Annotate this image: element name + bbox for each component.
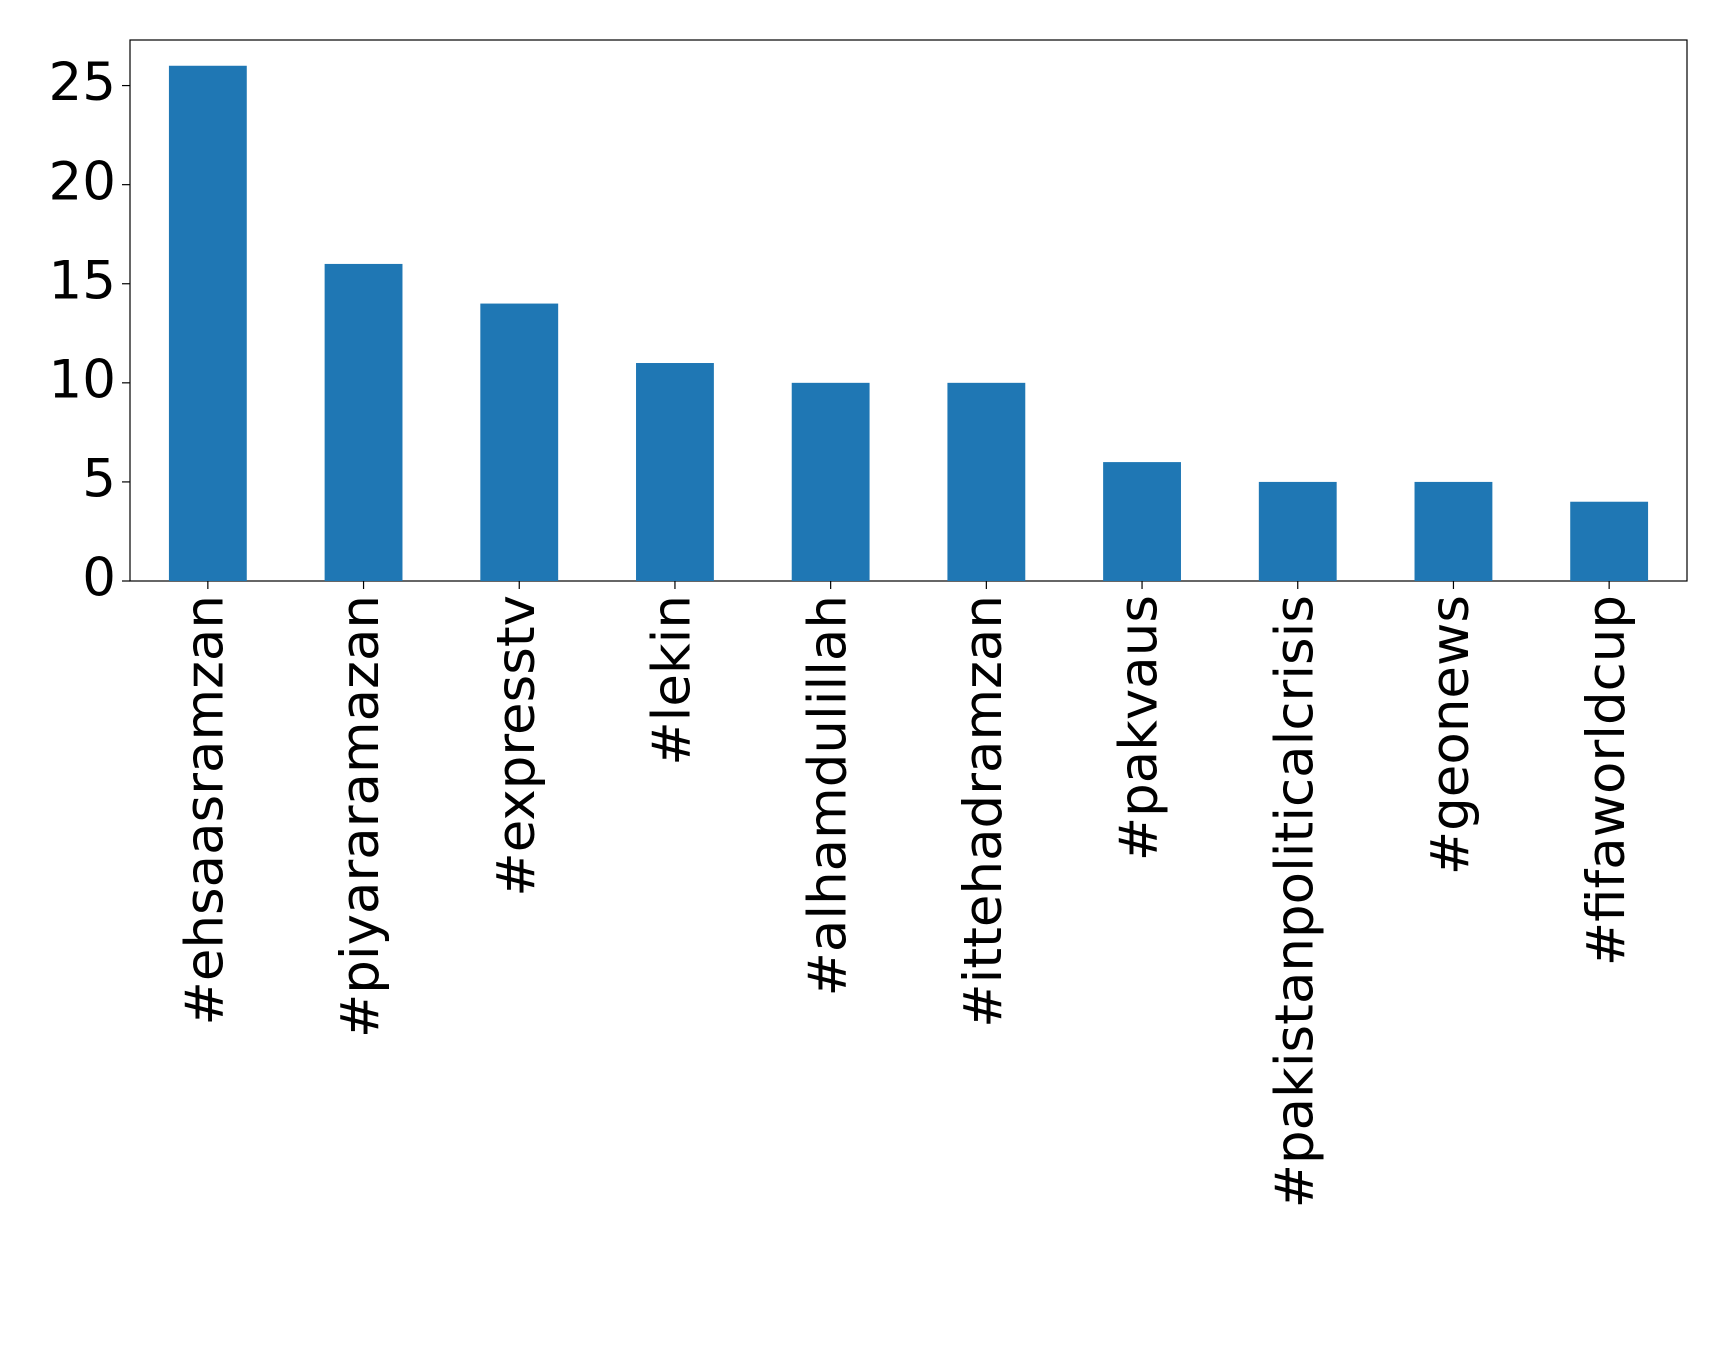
x-tick-label: #lekin xyxy=(642,595,703,766)
y-tick-label: 20 xyxy=(49,151,116,212)
y-tick-label: 5 xyxy=(82,449,116,510)
x-tick-label: #expresstv xyxy=(486,595,547,897)
y-tick-label: 0 xyxy=(82,548,116,609)
x-tick-label: #pakvaus xyxy=(1109,595,1170,861)
x-tick-label: #ehsaasramzan xyxy=(174,595,235,1026)
y-tick-label: 10 xyxy=(49,349,116,410)
bar xyxy=(1103,462,1181,581)
bar xyxy=(1258,481,1337,581)
bar xyxy=(791,382,870,581)
bar xyxy=(636,363,714,581)
y-tick-label: 25 xyxy=(49,52,116,113)
y-tick-label: 15 xyxy=(49,250,116,311)
bar xyxy=(168,65,247,581)
bar xyxy=(480,303,559,581)
x-tick-label: #fifaworldcup xyxy=(1576,595,1637,966)
x-tick-label: #geonews xyxy=(1420,595,1481,875)
bar xyxy=(1570,501,1649,581)
bar xyxy=(947,382,1026,581)
x-tick-label: #alhamdulillah xyxy=(797,595,858,997)
x-tick-label: #ittehadramzan xyxy=(953,595,1014,1028)
bar xyxy=(324,263,403,581)
x-tick-label: #pakistanpoliticalcrisis xyxy=(1264,595,1325,1208)
bar xyxy=(1414,481,1493,581)
plot-frame xyxy=(129,39,1688,582)
x-tick-label: #piyararamazan xyxy=(330,595,391,1038)
